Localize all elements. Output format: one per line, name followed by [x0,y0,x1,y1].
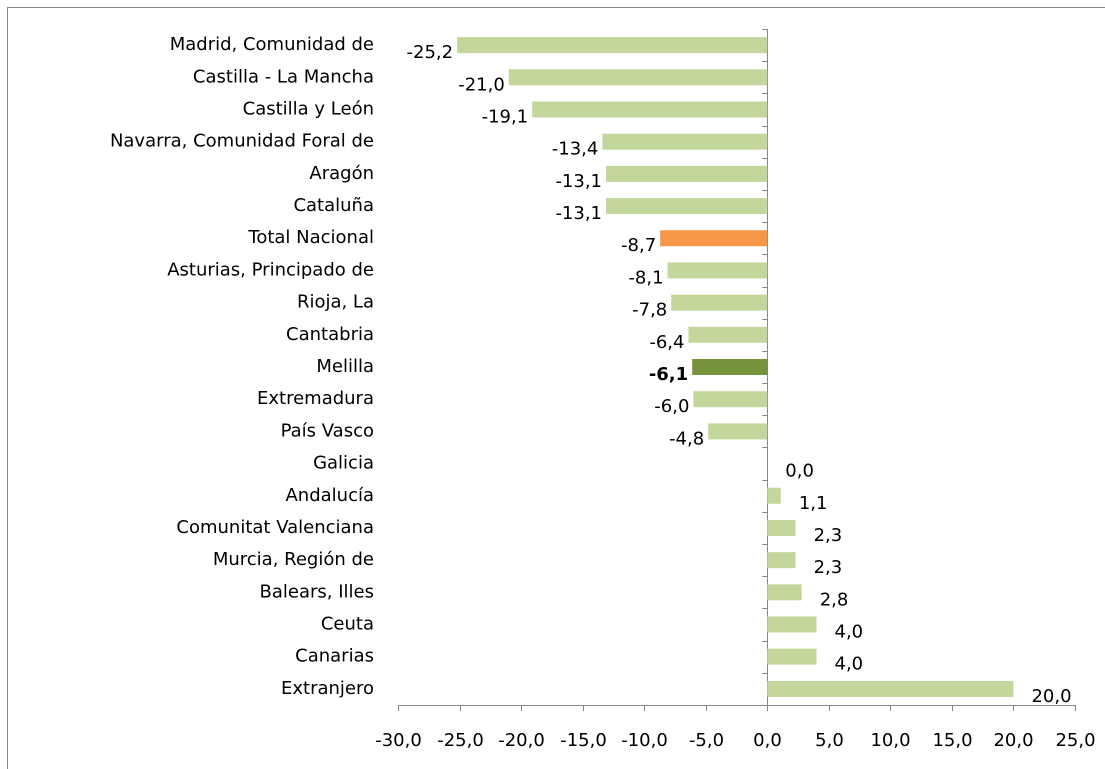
y-tick-label: Ceuta [321,614,374,635]
x-tick-label: 20,0 [993,730,1033,751]
bar [767,552,796,569]
y-tick-label: Extranjero [281,678,374,699]
x-tick-label: -30,0 [375,730,422,751]
y-tick-label: Rioja, La [297,292,374,313]
y-tick-label: Murcia, Región de [213,549,374,570]
x-tick-label: -5,0 [689,730,724,751]
y-tick-label: Andalucía [285,485,374,506]
y-tick-label: Balears, Illes [260,581,374,602]
y-tick-label: Cantabria [286,324,374,345]
value-label: -7,8 [632,300,667,321]
bar [688,326,768,343]
value-label: 4,0 [835,654,864,675]
y-tick-label: Canarias [295,646,374,667]
bar [667,262,768,279]
bar [767,680,1014,697]
value-label: -13,1 [555,171,602,192]
value-label: -8,7 [621,235,656,256]
value-label: 2,8 [820,589,849,610]
x-tick-label: 10,0 [870,730,910,751]
value-label: -8,1 [628,267,663,288]
y-tick-label: Melilla [316,356,374,377]
value-label: 2,3 [814,557,843,578]
y-tick-label: Aragón [309,163,374,184]
bar [602,133,768,150]
bar [660,230,768,247]
bar [693,391,768,408]
value-label: -6,4 [649,332,684,353]
value-label: 20,0 [1031,686,1071,707]
value-label: -19,1 [482,106,529,127]
bar [767,519,796,536]
value-label: 4,0 [835,622,864,643]
x-tick-label: 15,0 [932,730,972,751]
bar [767,648,817,665]
value-label: -4,8 [669,428,704,449]
y-tick-label: Madrid, Comunidad de [170,34,374,55]
value-label: -21,0 [458,74,505,95]
bar [708,423,768,440]
x-tick-label: -25,0 [437,730,484,751]
x-tick-label: 25,0 [1055,730,1095,751]
bar [767,616,817,633]
bar [606,165,768,182]
bar [508,69,768,86]
x-tick-label: -15,0 [560,730,607,751]
value-label: -6,1 [649,364,688,385]
bar [457,37,768,54]
value-label: 2,3 [814,525,843,546]
value-label: -13,4 [552,139,599,160]
bar [671,294,768,311]
bar [606,198,768,215]
bar [767,584,802,601]
value-label: 0,0 [785,461,814,482]
chart-border [7,7,1105,769]
value-label: -13,1 [555,203,602,224]
x-tick-label: 0,0 [753,730,782,751]
x-tick-label: 5,0 [815,730,844,751]
value-label: -25,2 [407,42,454,63]
y-tick-label: Total Nacional [247,227,374,248]
y-tick-label: Asturias, Principado de [167,259,374,280]
value-label: -6,0 [654,396,689,417]
bar [692,359,768,375]
y-tick-label: País Vasco [281,420,374,441]
value-label: 1,1 [799,493,828,514]
y-tick-label: Galicia [313,453,374,474]
y-tick-label: Comunitat Valenciana [176,517,374,538]
x-tick-label: -20,0 [498,730,545,751]
y-tick-label: Navarra, Comunidad Foral de [110,131,374,152]
y-tick-label: Castilla - La Mancha [193,66,374,87]
bar [532,101,768,118]
y-tick-label: Extremadura [257,388,374,409]
y-tick-label: Castilla y León [243,98,374,119]
bar [767,487,781,504]
x-tick-label: -10,0 [621,730,668,751]
y-tick-label: Cataluña [293,195,374,216]
